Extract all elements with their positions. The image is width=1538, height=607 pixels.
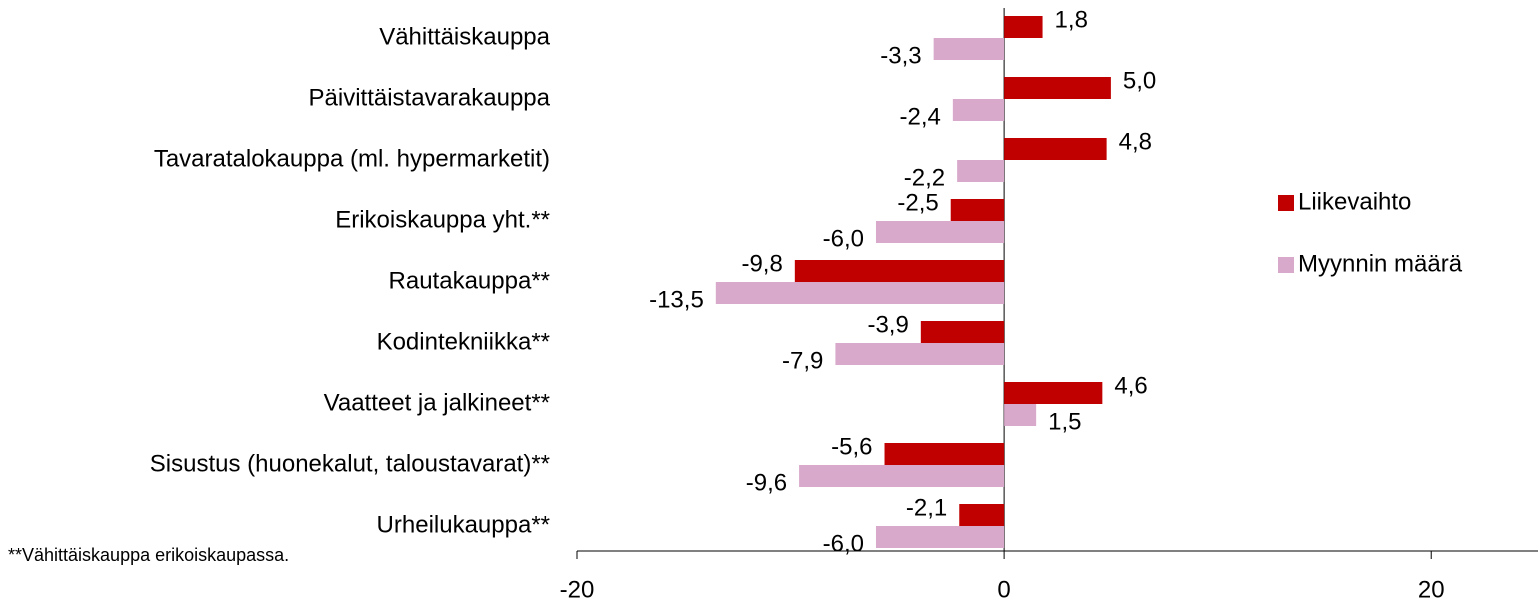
value-label: -13,5 xyxy=(649,286,704,313)
legend-label: Liikevaihto xyxy=(1298,188,1411,215)
category-label: Päivittäistavarakauppa xyxy=(309,84,551,111)
category-label: Rautakauppa** xyxy=(389,267,550,294)
value-label: -9,8 xyxy=(741,250,782,277)
bar xyxy=(950,199,1005,221)
bar xyxy=(835,343,1005,365)
value-label: 4,8 xyxy=(1119,128,1152,155)
category-label: Urheilukauppa** xyxy=(377,511,550,538)
value-label: 1,5 xyxy=(1048,408,1081,435)
bar xyxy=(957,160,1005,182)
value-label: -3,3 xyxy=(880,42,921,69)
value-label: -2,5 xyxy=(897,189,938,216)
bar xyxy=(933,38,1005,60)
category-label: Vähittäiskauppa xyxy=(379,23,550,50)
value-label: 1,8 xyxy=(1055,6,1088,33)
value-label: -2,2 xyxy=(904,164,945,191)
bar xyxy=(884,443,1005,465)
bar xyxy=(959,504,1005,526)
bar xyxy=(799,465,1005,487)
value-label: -2,1 xyxy=(906,494,947,521)
bar xyxy=(1004,16,1043,38)
value-label: -6,0 xyxy=(823,225,864,252)
value-label: -2,4 xyxy=(899,103,940,130)
bar xyxy=(1004,382,1103,404)
value-label: 4,6 xyxy=(1114,372,1147,399)
bar xyxy=(794,260,1005,282)
x-tick-label: 0 xyxy=(997,576,1010,603)
value-label: -5,6 xyxy=(831,433,872,460)
value-label: -7,9 xyxy=(782,347,823,374)
bar xyxy=(875,221,1005,243)
value-label: -9,6 xyxy=(746,469,787,496)
value-label: 5,0 xyxy=(1123,67,1156,94)
value-label: -3,9 xyxy=(867,311,908,338)
category-label: Sisustus (huonekalut, taloustavarat)** xyxy=(150,450,550,477)
x-tick-label: -20 xyxy=(560,576,595,603)
category-label: Erikoiskauppa yht.** xyxy=(335,206,550,233)
bar xyxy=(920,321,1005,343)
bar xyxy=(1004,404,1037,426)
category-label: Kodintekniikka** xyxy=(377,328,550,355)
bar xyxy=(952,99,1005,121)
category-label: Vaatteet ja jalkineet** xyxy=(324,389,550,416)
bar xyxy=(1004,138,1107,160)
legend-label: Myynnin määrä xyxy=(1298,250,1463,277)
bar xyxy=(875,526,1005,548)
x-tick-label: 20 xyxy=(1418,576,1445,603)
legend-swatch xyxy=(1278,257,1294,273)
footnote: **Vähittäiskauppa erikoiskaupassa. xyxy=(8,545,289,565)
legend-swatch xyxy=(1278,195,1294,211)
category-label: Tavaratalokauppa (ml. hypermarketit) xyxy=(154,145,550,172)
bar xyxy=(715,282,1005,304)
bar xyxy=(1004,77,1111,99)
value-label: -6,0 xyxy=(823,530,864,557)
